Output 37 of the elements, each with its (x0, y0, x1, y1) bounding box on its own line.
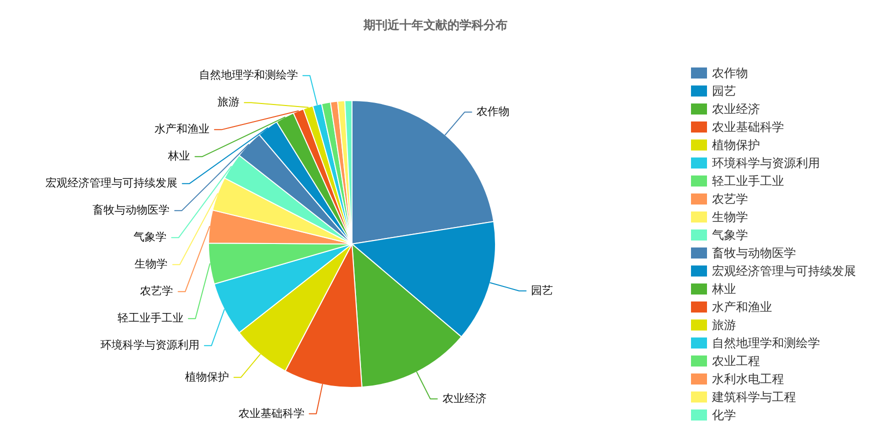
slice-label: 自然地理学和测绘学 (198, 68, 298, 82)
slice-label: 气象学 (134, 230, 167, 244)
chart-title: 期刊近十年文献的学科分布 (362, 18, 508, 32)
slice-label: 农业基础科学 (238, 406, 304, 420)
slice-label: 农作物 (476, 105, 510, 118)
legend-label: 宏观经济管理与可持续发展 (712, 264, 856, 278)
legend-label: 农业经济 (712, 102, 760, 116)
legend-label: 水产和渔业 (712, 300, 772, 314)
slice-label: 农艺学 (140, 284, 174, 298)
legend-label: 建筑科学与工程 (711, 390, 796, 404)
legend-label: 农艺学 (712, 192, 748, 206)
legend-label: 水利水电工程 (712, 372, 784, 386)
slice-label: 生物学 (134, 258, 168, 271)
legend-label: 旅游 (712, 318, 736, 332)
legend-label: 畜牧与动物医学 (712, 246, 796, 260)
legend-label: 生物学 (712, 210, 748, 224)
slice-label: 植物保护 (184, 370, 229, 384)
slice-label: 宏观经济管理与可持续发展 (45, 176, 178, 190)
legend-label: 化学 (712, 408, 736, 422)
slice-label: 环境科学与资源利用 (100, 338, 200, 352)
slice-label: 水产和渔业 (154, 122, 210, 136)
legend-label: 农业工程 (712, 354, 760, 368)
slice-label: 畜牧与动物医学 (92, 204, 170, 217)
slice-label: 旅游 (217, 96, 240, 109)
legend-label: 园艺 (712, 84, 736, 98)
legend-label: 农业基础科学 (712, 120, 784, 134)
slice-label: 轻工业手工业 (117, 312, 184, 325)
legend-label: 农作物 (712, 66, 748, 80)
legend-label: 植物保护 (712, 138, 760, 152)
legend-label: 环境科学与资源利用 (712, 156, 820, 170)
legend-label: 自然地理学和测绘学 (712, 336, 820, 350)
slice-label: 园艺 (531, 284, 554, 297)
legend-label: 林业 (711, 282, 736, 296)
slice-label: 林业 (167, 150, 190, 163)
legend-label: 气象学 (712, 228, 748, 242)
legend-label: 轻工业手工业 (712, 174, 784, 188)
slice-label: 农业经济 (442, 392, 486, 405)
